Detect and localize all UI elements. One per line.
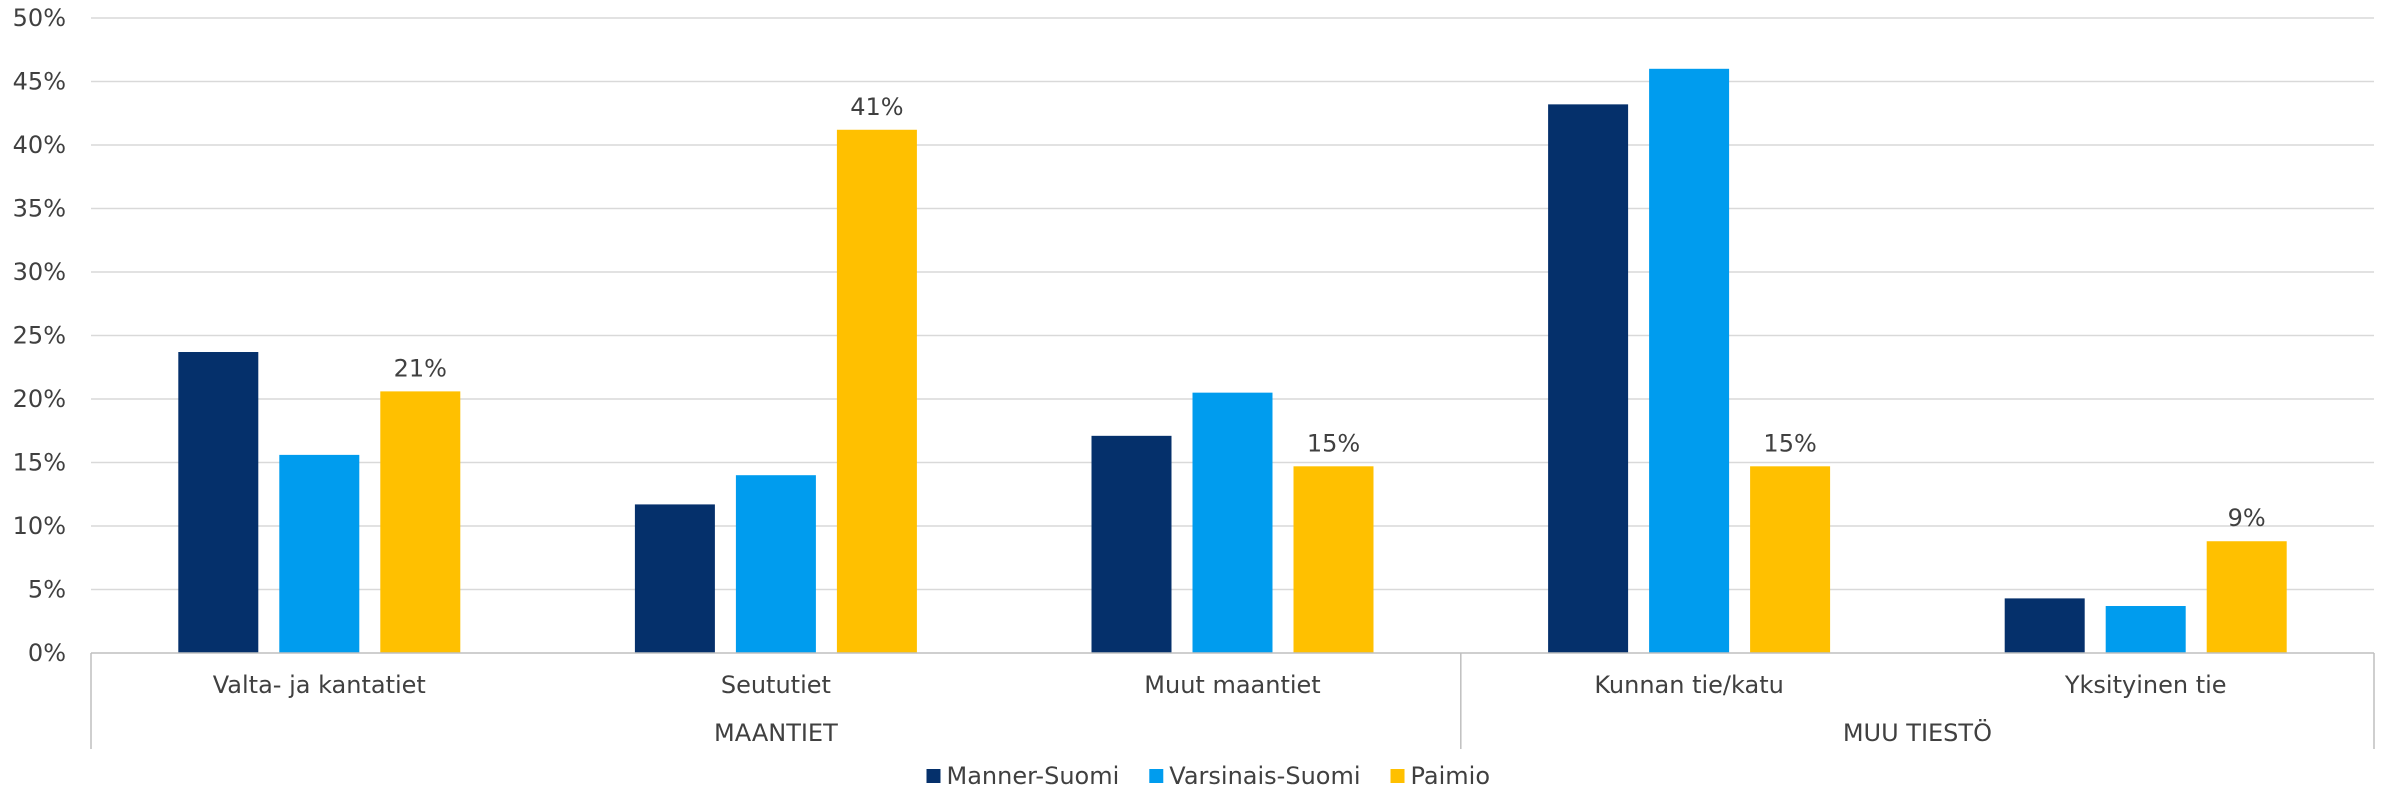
bar-paimio [1750, 466, 1831, 653]
y-tick-label: 0% [28, 639, 66, 667]
data-label: 41% [850, 93, 903, 121]
bar-manner-suomi [178, 352, 259, 653]
data-label: 21% [394, 354, 447, 382]
data-label: 15% [1763, 429, 1816, 457]
legend-label: Paimio [1411, 762, 1491, 790]
y-axis-tick-labels: 0% 5% 10% 15% 20% 25% 30% 35% 40% 45% 50% [13, 4, 66, 667]
bar-manner-suomi [2004, 598, 2085, 653]
y-tick-label: 20% [13, 385, 66, 413]
data-labels: 21% 41% 15% 15% 9% [394, 93, 2266, 532]
data-label: 15% [1307, 429, 1360, 457]
bar-varsinais-suomi [1649, 68, 1730, 654]
bar-paimio [836, 129, 917, 653]
bar-varsinais-suomi [2105, 606, 2186, 653]
data-label: 9% [2228, 504, 2266, 532]
legend-swatch [926, 769, 941, 783]
x-category-label: Muut maantiet [1144, 671, 1320, 699]
legend-label: Varsinais-Suomi [1169, 762, 1360, 790]
y-tick-label: 45% [13, 68, 66, 96]
y-tick-label: 10% [13, 512, 66, 540]
legend-label: Manner-Suomi [947, 762, 1120, 790]
bar-varsinais-suomi [1192, 392, 1273, 653]
bar-varsinais-suomi [279, 454, 360, 653]
bar-paimio [2206, 541, 2287, 653]
x-group-label: MAANTIET [714, 719, 838, 747]
legend: Manner-Suomi Varsinais-Suomi Paimio [926, 762, 1491, 790]
legend-swatch [1149, 769, 1164, 783]
y-tick-label: 5% [28, 576, 66, 604]
gridlines [91, 17, 2374, 591]
bar-paimio [1293, 466, 1374, 653]
y-tick-label: 15% [13, 449, 66, 477]
y-tick-label: 30% [13, 258, 66, 286]
legend-swatch [1390, 769, 1405, 783]
bar-paimio [380, 391, 461, 653]
x-category-label: Yksityinen tie [2064, 671, 2227, 699]
x-axis: Valta- ja kantatiet Seututiet Muut maantie… [90, 652, 2375, 749]
y-tick-label: 35% [13, 195, 66, 223]
y-tick-label: 25% [13, 322, 66, 350]
x-category-label: Seututiet [721, 671, 831, 699]
y-tick-label: 40% [13, 131, 66, 159]
x-category-label: Kunnan tie/katu [1594, 671, 1783, 699]
bars [178, 68, 2287, 654]
bar-manner-suomi [1548, 104, 1629, 654]
bar-manner-suomi [1091, 435, 1172, 653]
x-category-label: Valta- ja kantatiet [213, 671, 426, 699]
x-group-label: MUU TIESTÖ [1843, 718, 1992, 747]
bar-manner-suomi [634, 504, 715, 653]
y-tick-label: 50% [13, 4, 66, 32]
bar-varsinais-suomi [735, 475, 816, 653]
